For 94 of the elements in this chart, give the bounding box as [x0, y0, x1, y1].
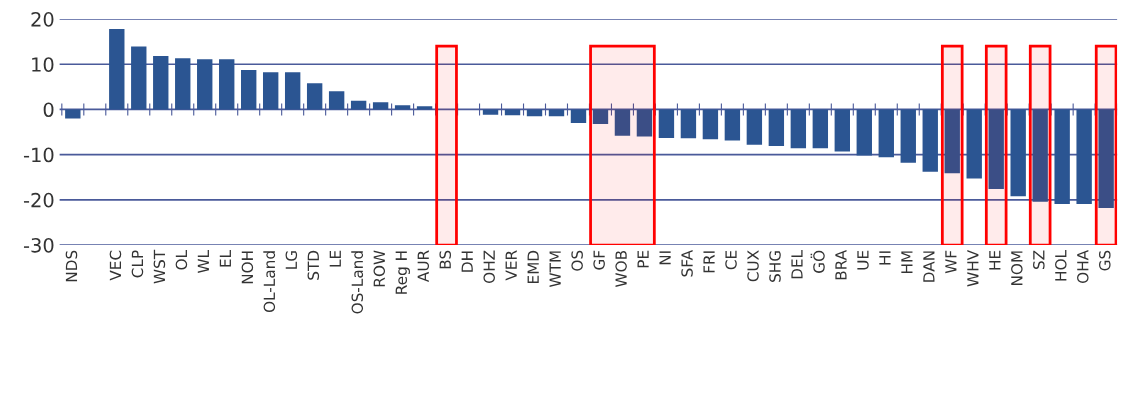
bar [548, 109, 565, 117]
bar [65, 109, 81, 119]
x-tick-label: WF [945, 250, 957, 274]
y-tick-label: 0 [43, 102, 54, 118]
x-tick-label: HOL [1055, 249, 1067, 281]
bar [109, 28, 125, 110]
bar [856, 109, 872, 156]
bar [416, 106, 433, 110]
x-tick-label: GF [593, 250, 605, 270]
bar [636, 109, 653, 137]
x-tick-label: CLP [131, 250, 144, 278]
x-tick-label: STD [307, 250, 320, 280]
x-tick-label: WL [197, 249, 209, 273]
bar [526, 109, 543, 117]
x-tick-label: Reg H [395, 251, 410, 294]
x-tick-label: VEC [109, 250, 122, 281]
y-tick-label: -20 [23, 192, 54, 208]
x-tick-label: SHG [769, 251, 781, 282]
bar [1076, 109, 1092, 204]
x-tick-label: DAN [923, 251, 935, 282]
x-tick-label: SFA [681, 250, 693, 277]
y-tick-label: -30 [23, 237, 54, 253]
x-tick-label: ROW [373, 250, 386, 287]
x-tick-label: VER [505, 250, 517, 281]
x-tick-label: DEL [791, 249, 803, 279]
x-tick-label: WST [153, 249, 166, 284]
bar [922, 109, 938, 172]
x-tick-label: EMD [527, 250, 539, 283]
bar [570, 109, 587, 123]
x-tick-label: HE [989, 250, 1001, 270]
bar [350, 100, 367, 110]
bar [153, 56, 169, 110]
x-tick-label: OL [175, 249, 188, 270]
bar [131, 46, 147, 110]
x-tick-label: CUX [747, 250, 759, 282]
bar [504, 109, 521, 116]
x-tick-label: OS-Land [351, 251, 364, 314]
x-tick-label: BRA [835, 250, 847, 280]
bar [878, 109, 894, 158]
bar [834, 109, 850, 152]
x-tick-label: CE [725, 250, 737, 270]
y-tick-label: 10 [32, 57, 54, 72]
bar [658, 109, 675, 138]
bar [306, 83, 323, 110]
bar [900, 109, 916, 163]
x-tick-label: LE [329, 250, 341, 267]
x-tick-label: HM [901, 251, 913, 274]
x-tick-label: HI [879, 251, 891, 265]
bar [724, 109, 741, 141]
x-tick-label: OHA [1077, 250, 1089, 283]
bar [328, 91, 345, 110]
bar [702, 109, 719, 140]
x-tick-label: NOH [241, 251, 254, 284]
y-tick-label: 20 [31, 11, 54, 27]
x-tick-label: AUR [417, 250, 430, 283]
x-tick-label: GÖ [810, 250, 825, 273]
bar [219, 59, 235, 110]
x-tick-label: PE [637, 250, 649, 268]
x-tick-label: EL [219, 249, 231, 267]
bar [812, 109, 829, 149]
bar [394, 105, 411, 110]
bar [746, 109, 763, 145]
bar [680, 109, 697, 139]
x-tick-label: NI [659, 251, 671, 265]
x-tick-label: NOM [1011, 251, 1023, 286]
x-tick-label: LG [285, 251, 298, 269]
x-tick-label: WOB [615, 250, 627, 287]
bar [241, 70, 257, 110]
x-tick-label: DH [461, 251, 473, 272]
x-tick-label: OS [571, 250, 583, 271]
bar [262, 72, 279, 110]
x-tick-label: FRI [703, 251, 715, 273]
bar [1054, 109, 1070, 204]
bar [768, 109, 785, 147]
x-tick-label: NDS [65, 250, 78, 282]
x-tick-label: OHZ [483, 250, 495, 284]
bar [966, 109, 982, 179]
bar [1010, 109, 1026, 197]
x-tick-label: UE [857, 250, 869, 270]
x-tick-label: OL-Land [263, 251, 276, 313]
x-tick-label: GS [1099, 250, 1111, 271]
y-tick-label: -10 [23, 147, 54, 163]
bar [175, 58, 191, 110]
x-tick-label: BS [439, 250, 451, 269]
bar [614, 109, 631, 136]
bar [482, 109, 499, 115]
x-tick-label: WHV [967, 250, 979, 287]
bar [284, 72, 301, 110]
bar [592, 109, 609, 124]
bar [372, 102, 389, 110]
x-tick-label: SZ [1033, 250, 1045, 270]
bar [790, 109, 807, 149]
x-tick-label: WTM [549, 251, 561, 287]
bar [197, 59, 213, 110]
